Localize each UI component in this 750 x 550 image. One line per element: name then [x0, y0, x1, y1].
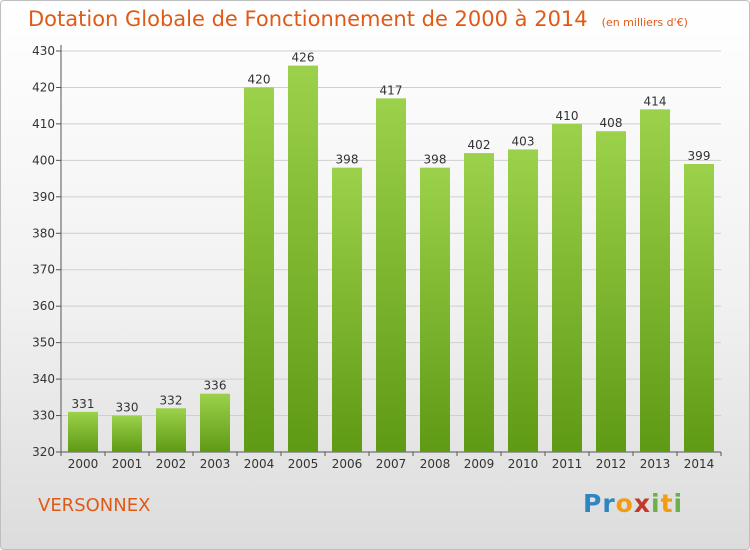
- x-tick-label: 2008: [420, 457, 451, 471]
- commune-name: VERSONNEX: [38, 495, 151, 516]
- y-tick-label: 430: [32, 44, 55, 58]
- x-tick-label: 2007: [376, 457, 407, 471]
- logo-letter: i: [673, 489, 684, 518]
- y-tick-label: 370: [32, 263, 55, 277]
- bar: [464, 153, 494, 452]
- bar: [200, 393, 230, 452]
- y-tick-label: 320: [32, 445, 55, 459]
- x-tick-label: 2003: [200, 457, 231, 471]
- bar-value-label: 410: [556, 109, 579, 123]
- x-tick-label: 2006: [332, 457, 363, 471]
- proxiti-logo: Proxiti: [583, 489, 683, 518]
- y-tick-label: 400: [32, 153, 55, 167]
- y-tick-label: 350: [32, 336, 55, 350]
- bar: [288, 65, 318, 452]
- logo-letter: x: [633, 489, 651, 518]
- logo-letter: r: [602, 489, 616, 518]
- bar-value-label: 399: [688, 149, 711, 163]
- bar-value-label: 420: [248, 72, 271, 86]
- unit-label: (en milliers d'€): [601, 16, 688, 29]
- logo-letter: P: [583, 489, 603, 518]
- x-tick-label: 2001: [112, 457, 143, 471]
- logo-letter: i: [651, 489, 661, 518]
- bar: [156, 408, 186, 452]
- y-tick-label: 360: [32, 299, 55, 313]
- x-tick-label: 2011: [552, 457, 583, 471]
- x-tick-label: 2012: [596, 457, 627, 471]
- bar: [112, 415, 142, 452]
- bar-value-label: 414: [644, 94, 667, 108]
- bar: [684, 164, 714, 452]
- bar-value-label: 332: [160, 393, 183, 407]
- bar-value-label: 398: [336, 153, 359, 167]
- bar: [596, 131, 626, 452]
- bar: [508, 149, 538, 452]
- x-tick-label: 2014: [684, 457, 715, 471]
- bar: [376, 98, 406, 453]
- bar-value-label: 426: [292, 51, 315, 65]
- y-tick-label: 330: [32, 409, 55, 423]
- x-tick-label: 2002: [156, 457, 187, 471]
- y-tick-label: 390: [32, 190, 55, 204]
- bar: [332, 167, 362, 452]
- chart-title: Dotation Globale de Fonctionnement de 20…: [28, 7, 688, 31]
- bar-value-label: 330: [116, 401, 139, 415]
- bar-value-label: 331: [72, 397, 95, 411]
- y-tick-label: 420: [32, 80, 55, 94]
- bar: [68, 411, 98, 452]
- bar: [244, 87, 274, 453]
- bar: [552, 123, 582, 452]
- bar-value-label: 398: [424, 153, 447, 167]
- y-tick-label: 340: [32, 372, 55, 386]
- bar-value-label: 417: [380, 83, 403, 97]
- x-tick-label: 2000: [68, 457, 99, 471]
- bar: [640, 109, 670, 452]
- x-tick-label: 2004: [244, 457, 275, 471]
- x-tick-label: 2009: [464, 457, 495, 471]
- x-tick-label: 2005: [288, 457, 319, 471]
- bar: [420, 167, 450, 452]
- bar-value-label: 408: [600, 116, 623, 130]
- bar-value-label: 336: [204, 379, 227, 393]
- x-tick-label: 2013: [640, 457, 671, 471]
- bar-value-label: 403: [512, 134, 535, 148]
- y-tick-label: 410: [32, 117, 55, 131]
- x-tick-label: 2010: [508, 457, 539, 471]
- bar-value-label: 402: [468, 138, 491, 152]
- logo-letter: t: [660, 489, 674, 518]
- title-text: Dotation Globale de Fonctionnement de 20…: [28, 7, 588, 31]
- logo-letter: o: [615, 489, 634, 518]
- y-tick-label: 380: [32, 226, 55, 240]
